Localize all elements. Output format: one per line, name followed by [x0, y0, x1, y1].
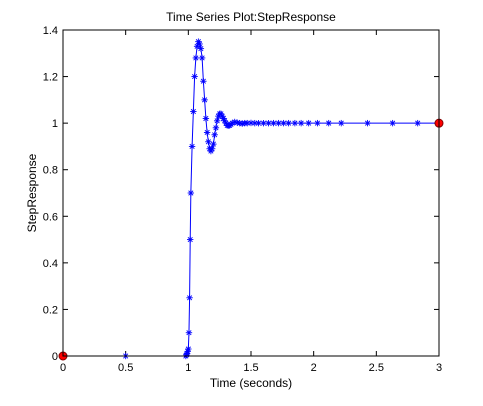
data-point-marker	[205, 138, 212, 145]
data-point-marker	[270, 119, 277, 127]
x-tick-label: 2.5	[369, 362, 384, 374]
data-point-marker	[414, 119, 421, 127]
data-point-marker	[211, 131, 218, 138]
data-point-marker	[185, 329, 193, 336]
data-point-marker	[325, 119, 332, 127]
y-tick-label: 1	[52, 118, 58, 130]
data-point-marker	[197, 45, 205, 52]
chart-title: Time Series Plot:StepResponse	[166, 10, 336, 24]
axis-tick-labels: 0 0.5 1 1.5 2 2.5 3 0 0.2 0.4 0.6 0.8 1 1.2 1.4	[43, 25, 442, 374]
data-point-marker	[260, 119, 267, 127]
data-point-marker	[291, 119, 299, 127]
y-tick-label: 1.4	[43, 25, 58, 37]
y-tick-label: 0.2	[43, 304, 58, 316]
data-point-marker	[208, 145, 216, 152]
data-point-marker	[297, 119, 305, 127]
data-point-marker	[190, 108, 197, 115]
y-tick-label: 0.8	[43, 165, 58, 177]
data-point-marker	[285, 119, 292, 127]
x-tick-label: 1.5	[243, 362, 258, 374]
x-axis-label: Time (seconds)	[210, 376, 292, 390]
y-axis-label: StepResponse	[25, 153, 39, 232]
data-point-marker	[187, 236, 194, 243]
plot-frame	[62, 29, 440, 357]
data-point-marker	[188, 143, 196, 150]
data-point-marker	[314, 119, 321, 127]
data-point-marker	[186, 294, 193, 301]
data-point-marker	[202, 115, 210, 122]
data-point-marker	[198, 54, 206, 62]
y-tick-label: 0	[52, 351, 58, 363]
data-point-marker	[265, 119, 272, 127]
data-point-marker	[192, 54, 200, 62]
data-point-marker	[185, 345, 192, 353]
x-tick-label: 2	[311, 362, 317, 374]
data-point-marker	[200, 78, 207, 85]
x-tick-label: 1	[185, 362, 191, 374]
y-tick-label: 0.4	[43, 258, 58, 270]
y-tick-label: 1.2	[43, 72, 58, 84]
series-layer	[59, 38, 443, 360]
data-point-marker	[201, 96, 208, 104]
data-point-marker	[196, 40, 203, 48]
data-point-marker	[338, 119, 345, 127]
data-point-marker	[234, 119, 241, 126]
data-point-marker	[203, 129, 211, 136]
data-point-marker	[187, 189, 195, 197]
y-tick-label: 0.6	[43, 211, 58, 223]
data-point-marker	[364, 119, 371, 127]
data-point-marker	[210, 140, 217, 148]
data-point-marker	[213, 117, 221, 125]
plot-area	[63, 30, 439, 356]
data-point-marker	[212, 124, 220, 131]
data-point-marker	[191, 73, 198, 80]
x-tick-label: 0.5	[118, 362, 133, 374]
data-point-marker	[218, 112, 226, 120]
data-point-marker	[305, 119, 312, 127]
data-point-marker	[389, 119, 396, 127]
x-tick-label: 0	[60, 362, 66, 374]
x-tick-label: 3	[436, 362, 442, 374]
